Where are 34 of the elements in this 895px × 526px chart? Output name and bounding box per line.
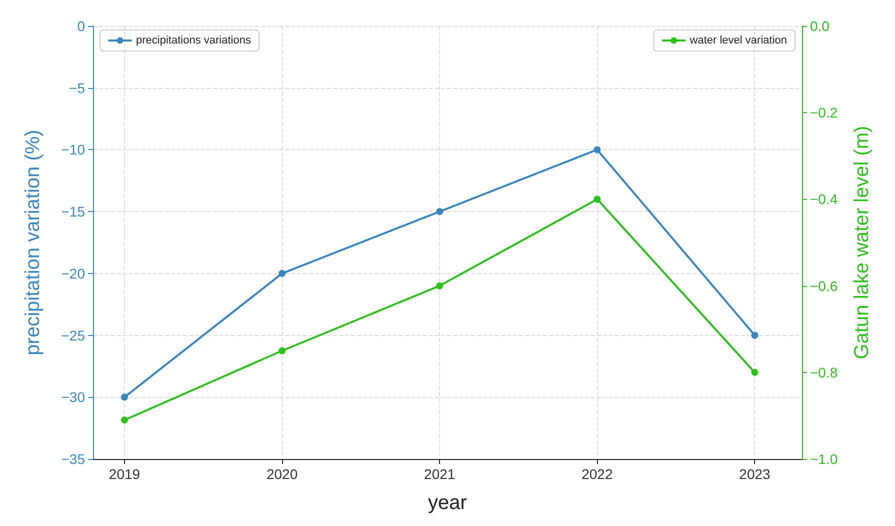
y-tick-label: −15 xyxy=(61,204,86,220)
legend-label: precipitations variations xyxy=(136,34,252,46)
point xyxy=(594,196,601,203)
point xyxy=(751,332,758,339)
y-tick-label: −10 xyxy=(61,142,86,158)
y2-tick-label: −0.4 xyxy=(810,191,838,208)
y-tick-label: −30 xyxy=(61,389,86,406)
y2-axis-title: Gatun lake water level (m) xyxy=(851,126,873,360)
x-tick-label: 2021 xyxy=(424,466,456,482)
y2-tick-label: 0.0 xyxy=(810,18,830,34)
x-tick-label: 2019 xyxy=(108,466,140,482)
y2-tick-label: −0.2 xyxy=(810,104,838,121)
point xyxy=(594,146,601,154)
y-tick-label: −35 xyxy=(61,451,86,467)
legend-label: water level variation xyxy=(688,34,788,46)
y-tick-label: −5 xyxy=(69,80,86,96)
y2-tick-label: −1.0 xyxy=(810,451,838,467)
y-tick-label: −25 xyxy=(61,327,86,344)
point xyxy=(278,347,286,354)
point xyxy=(121,416,128,424)
y2-tick-label: −0.6 xyxy=(810,278,838,294)
point xyxy=(121,394,128,401)
x-axis-title: year xyxy=(428,492,468,514)
y2-tick-label: −0.8 xyxy=(810,364,838,380)
x-tick-label: 2020 xyxy=(266,466,298,482)
x-tick-label: 2023 xyxy=(739,466,771,482)
y-tick-label: −20 xyxy=(61,265,86,282)
point xyxy=(751,368,758,376)
point xyxy=(278,270,286,277)
point xyxy=(436,208,444,216)
y-tick-label: 0 xyxy=(77,18,86,34)
y-axis-title: precipitation variation (%) xyxy=(22,130,44,356)
x-tick-label: 2022 xyxy=(582,466,613,482)
point xyxy=(436,282,444,290)
